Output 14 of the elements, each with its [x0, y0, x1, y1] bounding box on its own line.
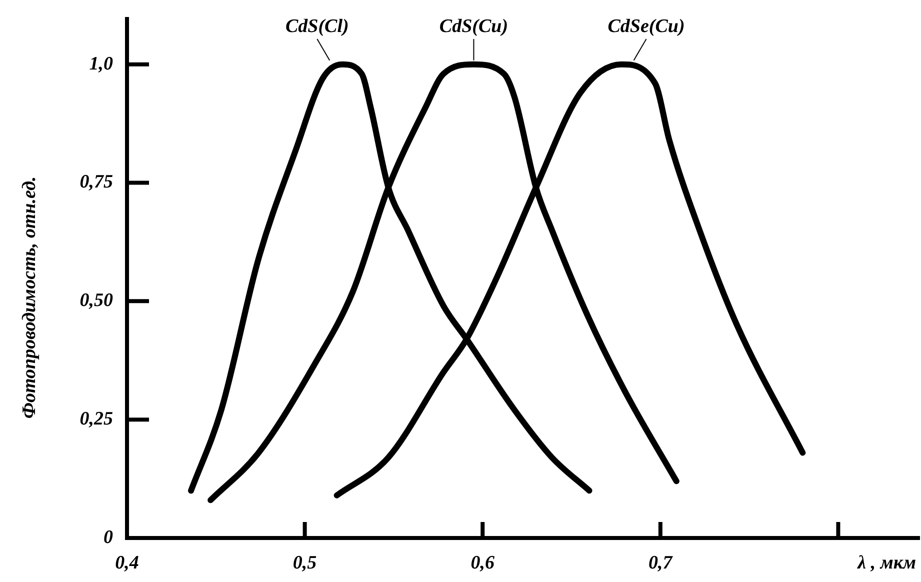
series-label: CdSe(Cu) — [608, 16, 685, 37]
series-label: CdS(Cu) — [439, 16, 508, 37]
series-label: CdS(Cl) — [285, 16, 349, 37]
x-tick-label: 0,6 — [470, 552, 495, 574]
x-axis-title: λ , мкм — [856, 552, 916, 574]
y-tick-label: 0,75 — [80, 172, 114, 193]
x-tick-label: 0,5 — [292, 552, 318, 574]
x-tick-label: 0,4 — [115, 552, 139, 574]
y-tick-label: 1,0 — [89, 53, 114, 74]
y-axis-title: Фотопроводимость, отн.ед. — [18, 176, 40, 419]
x-tick-label: 0,7 — [648, 552, 674, 574]
y-tick-label: 0,50 — [80, 290, 114, 312]
y-tick-label: 0 — [104, 526, 114, 548]
y-tick-label: 0,25 — [80, 408, 114, 430]
